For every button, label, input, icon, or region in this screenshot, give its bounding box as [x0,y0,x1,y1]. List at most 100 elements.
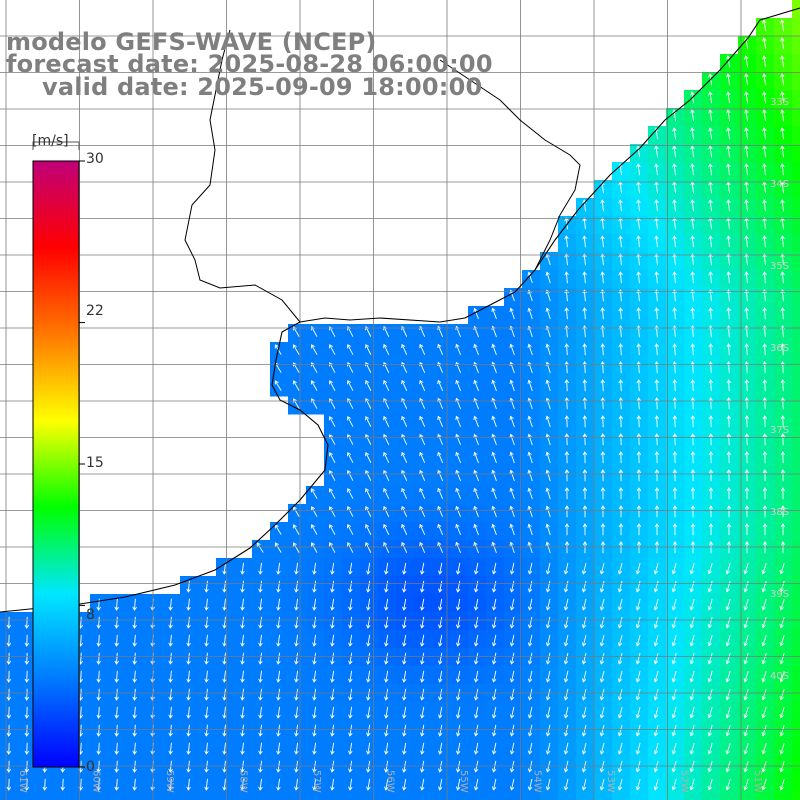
wind-arrow [707,706,713,719]
wind-arrow [383,487,390,499]
wind-arrow [780,145,785,158]
wind-arrow [761,616,767,629]
wind-arrow [744,199,749,212]
wind-arrow [348,742,353,755]
wind-arrow [708,505,714,518]
wind-arrow [635,706,641,719]
field-cell [702,792,721,800]
wind-arrow [204,724,209,737]
wind-arrow [726,523,732,536]
wind-arrow [707,724,713,737]
wind-arrow [455,451,461,464]
wind-arrow [618,379,624,392]
wind-arrow [168,634,173,647]
wind-arrow [186,724,191,737]
wind-arrow [204,634,209,647]
wind-arrow [204,778,209,791]
wind-arrow [780,73,785,86]
wind-arrow [240,616,245,629]
wind-arrow [473,505,479,518]
wind-arrow [654,487,660,500]
wind-arrow [726,307,731,320]
wind-arrow [384,778,389,791]
wind-arrow [690,397,696,410]
wind-arrow [725,724,731,737]
wind-arrow [509,724,515,737]
wind-arrow [654,433,660,446]
wind-arrow [582,235,587,248]
wind-arrow [581,670,587,683]
wind-arrow [401,505,408,518]
wind-arrow [690,109,695,122]
wind-arrow [654,271,659,284]
wind-arrow [491,616,497,629]
wind-arrow [690,451,696,464]
field-cell [378,792,397,800]
wind-arrow [780,487,786,500]
wind-arrow [690,163,695,176]
wind-arrow [635,742,641,755]
field-cell [792,198,800,217]
wind-arrow [312,598,317,611]
wind-arrow [582,451,588,464]
wind-arrow [310,542,318,553]
wind-arrow [582,433,588,446]
wind-arrow [330,562,335,575]
wind-arrow [762,505,768,518]
wind-arrow [42,778,48,791]
wind-arrow [707,634,713,647]
wind-arrow [330,778,335,791]
wind-arrow [365,469,372,481]
wind-arrow [527,616,533,629]
wind-arrow [240,724,245,737]
wind-arrow [186,652,191,665]
wind-arrow [762,451,768,464]
wind-arrow [186,616,191,629]
wind-arrow [419,343,426,356]
wind-arrow [743,598,749,611]
wind-arrow [294,634,299,647]
field-cell [720,792,739,800]
wind-arrow [689,616,695,629]
wind-arrow [599,706,605,719]
wind-arrow [564,217,569,230]
wind-arrow [744,163,749,176]
wind-arrow [636,397,642,410]
wind-arrow [545,778,551,791]
field-cell [792,558,800,577]
wind-arrow [672,415,678,428]
wind-arrow [348,670,353,683]
wind-arrow [437,562,443,575]
wind-arrow [726,487,732,500]
wind-arrow [779,670,785,683]
field-cell [792,306,800,325]
field-cell [234,792,253,800]
wind-arrow [473,487,479,500]
wind-arrow [527,778,533,791]
wind-arrow [509,523,515,536]
wind-arrow [455,541,461,554]
wind-arrow [240,652,245,665]
wind-arrow [366,580,371,593]
field-cell [792,792,800,800]
wind-arrow [635,598,641,611]
wind-arrow [455,598,461,611]
wind-arrow [726,91,731,104]
wind-arrow [636,253,641,266]
field-cell [792,414,800,433]
wind-arrow [419,541,426,554]
wind-arrow [419,379,426,392]
wind-arrow [347,470,354,481]
wind-arrow [509,541,515,554]
wind-arrow [527,652,533,665]
wind-arrow [726,433,732,446]
wind-arrow [294,598,299,611]
wind-arrow [671,724,677,737]
wind-arrow [402,742,407,755]
wind-arrow [276,670,281,683]
wind-arrow [240,742,245,755]
wind-arrow [654,199,659,212]
wind-arrow [744,541,750,554]
wind-arrow [708,541,714,554]
wind-arrow [599,778,605,791]
